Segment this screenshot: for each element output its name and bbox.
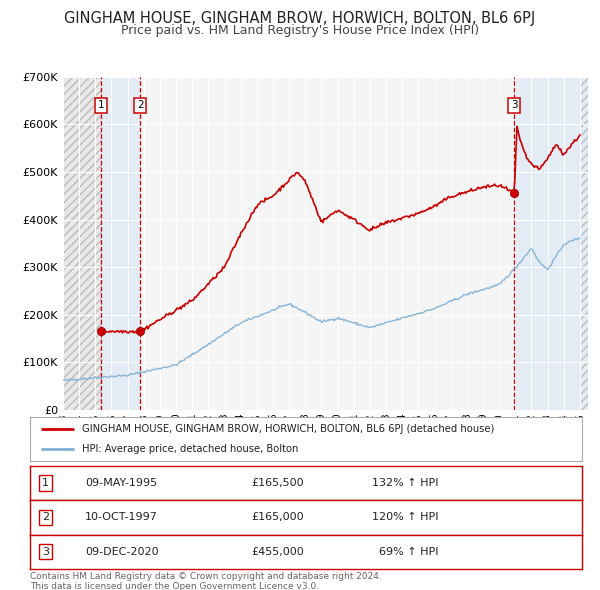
Bar	[63, 77, 101, 410]
Text: HPI: Average price, detached house, Bolton: HPI: Average price, detached house, Bolt…	[82, 444, 299, 454]
Text: Contains HM Land Registry data © Crown copyright and database right 2024.
This d: Contains HM Land Registry data © Crown c…	[30, 572, 382, 590]
Bar	[101, 77, 140, 410]
Bar	[514, 77, 588, 410]
Text: 132% ↑ HPI: 132% ↑ HPI	[372, 478, 439, 488]
Text: £165,500: £165,500	[251, 478, 304, 488]
Text: £455,000: £455,000	[251, 547, 304, 556]
Text: 09-MAY-1995: 09-MAY-1995	[85, 478, 157, 488]
Text: Price paid vs. HM Land Registry's House Price Index (HPI): Price paid vs. HM Land Registry's House …	[121, 24, 479, 37]
Text: GINGHAM HOUSE, GINGHAM BROW, HORWICH, BOLTON, BL6 6PJ (detached house): GINGHAM HOUSE, GINGHAM BROW, HORWICH, BO…	[82, 424, 495, 434]
Text: 1: 1	[98, 100, 104, 110]
Bar	[580, 77, 588, 410]
Text: 2: 2	[42, 513, 49, 522]
Text: GINGHAM HOUSE, GINGHAM BROW, HORWICH, BOLTON, BL6 6PJ: GINGHAM HOUSE, GINGHAM BROW, HORWICH, BO…	[64, 11, 536, 25]
Text: 3: 3	[42, 547, 49, 556]
Text: £165,000: £165,000	[251, 513, 304, 522]
Text: 2: 2	[137, 100, 143, 110]
Text: 09-DEC-2020: 09-DEC-2020	[85, 547, 159, 556]
Text: 69% ↑ HPI: 69% ↑ HPI	[372, 547, 439, 556]
Text: 1: 1	[42, 478, 49, 488]
Text: 3: 3	[511, 100, 518, 110]
Text: 10-OCT-1997: 10-OCT-1997	[85, 513, 158, 522]
Bar	[63, 77, 101, 410]
Text: 120% ↑ HPI: 120% ↑ HPI	[372, 513, 439, 522]
